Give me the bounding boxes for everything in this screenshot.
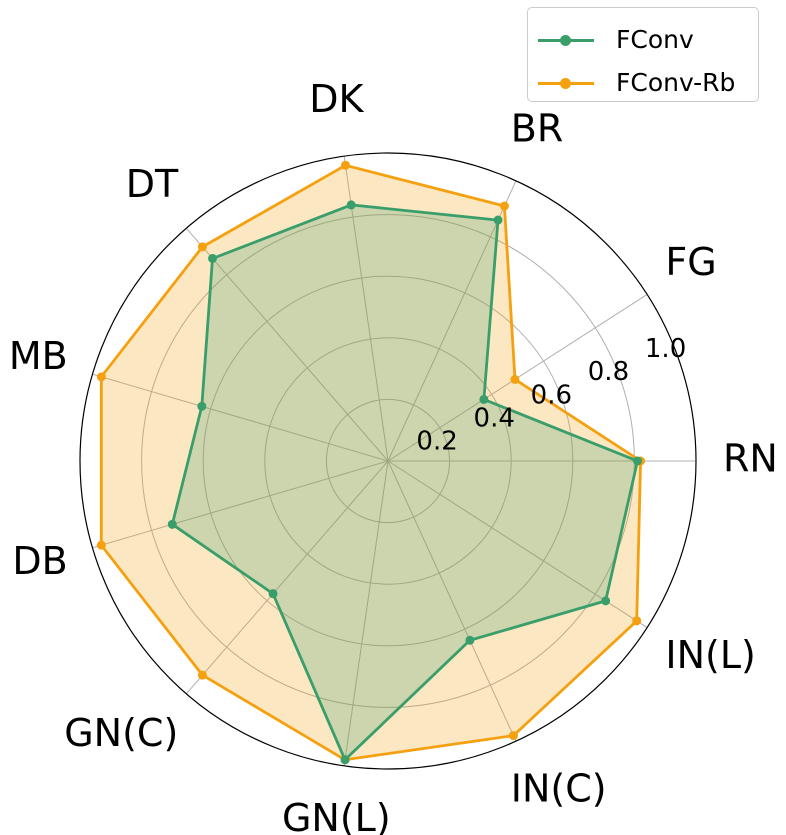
grid-spoke [343, 460, 389, 766]
series-point-fconv-rb [340, 160, 350, 170]
series-point-fconv [268, 589, 278, 599]
legend-label-fconv-rb: FConv-Rb [616, 68, 736, 97]
radial-tick-label: 0.4 [474, 403, 515, 433]
category-label: FG [665, 240, 716, 284]
series-area-fconv-rb [101, 165, 641, 760]
series-point-fconv [493, 215, 503, 225]
series-line-fconv-rb [99, 163, 642, 762]
legend-marker-fconv [560, 35, 571, 46]
grid-spoke [185, 460, 389, 695]
series-point-fconv-rb [499, 201, 509, 211]
series-point-fconv [632, 456, 642, 466]
legend: FConv FConv-Rb [527, 7, 759, 102]
legend-entry-fconv: FConv [528, 23, 758, 57]
category-label: GN(C) [64, 711, 178, 755]
grid-spoke [92, 373, 389, 462]
category-label: DK [309, 77, 364, 121]
grid-spoke [92, 460, 389, 549]
grid-spoke [185, 227, 389, 462]
category-label: RN [723, 437, 778, 481]
series-point-fconv [346, 200, 356, 210]
category-label: IN(C) [511, 767, 607, 811]
series-point-fconv-rb [508, 731, 518, 741]
category-label: DT [126, 162, 179, 206]
series-point-fconv [479, 394, 489, 404]
radial-tick-label: 1.0 [645, 334, 686, 364]
series-line-fconv [170, 203, 639, 762]
category-label: MB [9, 334, 68, 378]
series-point-fconv [601, 596, 611, 606]
series-point-fconv [167, 519, 177, 529]
legend-entry-fconv-rb: FConv-Rb [528, 66, 758, 100]
labels: RN FG BR DK DT MB DB GN(C) GN(L) IN(C) IN(L) 0.2 0.4… [9, 77, 778, 835]
series-layer [96, 160, 646, 765]
series-point-fconv-rb [96, 372, 106, 382]
grid-spoke [387, 180, 517, 462]
category-label: IN(L) [665, 633, 755, 677]
category-label: GN(L) [282, 796, 391, 835]
series-point-fconv [197, 401, 207, 411]
legend-marker-fconv-rb [560, 78, 571, 89]
category-label: DB [12, 539, 67, 583]
series-area-fconv [172, 204, 638, 760]
series-point-fconv [465, 635, 475, 645]
radial-tick-label: 0.6 [531, 380, 572, 410]
radial-tick-label: 0.8 [588, 357, 629, 387]
outer-frame [79, 152, 697, 770]
legend-label-fconv: FConv [616, 25, 694, 54]
series-point-fconv-rb [96, 540, 106, 550]
series-point-fconv-rb [632, 616, 642, 626]
category-label: BR [511, 106, 563, 150]
series-point-fconv-rb [510, 374, 520, 384]
radial-tick-label: 0.2 [416, 426, 457, 456]
series-point-fconv-rb [197, 242, 207, 252]
series-point-fconv-rb [197, 670, 207, 680]
series-point-fconv [340, 755, 350, 765]
grid-spoke [387, 460, 517, 742]
series-point-fconv [208, 253, 218, 263]
